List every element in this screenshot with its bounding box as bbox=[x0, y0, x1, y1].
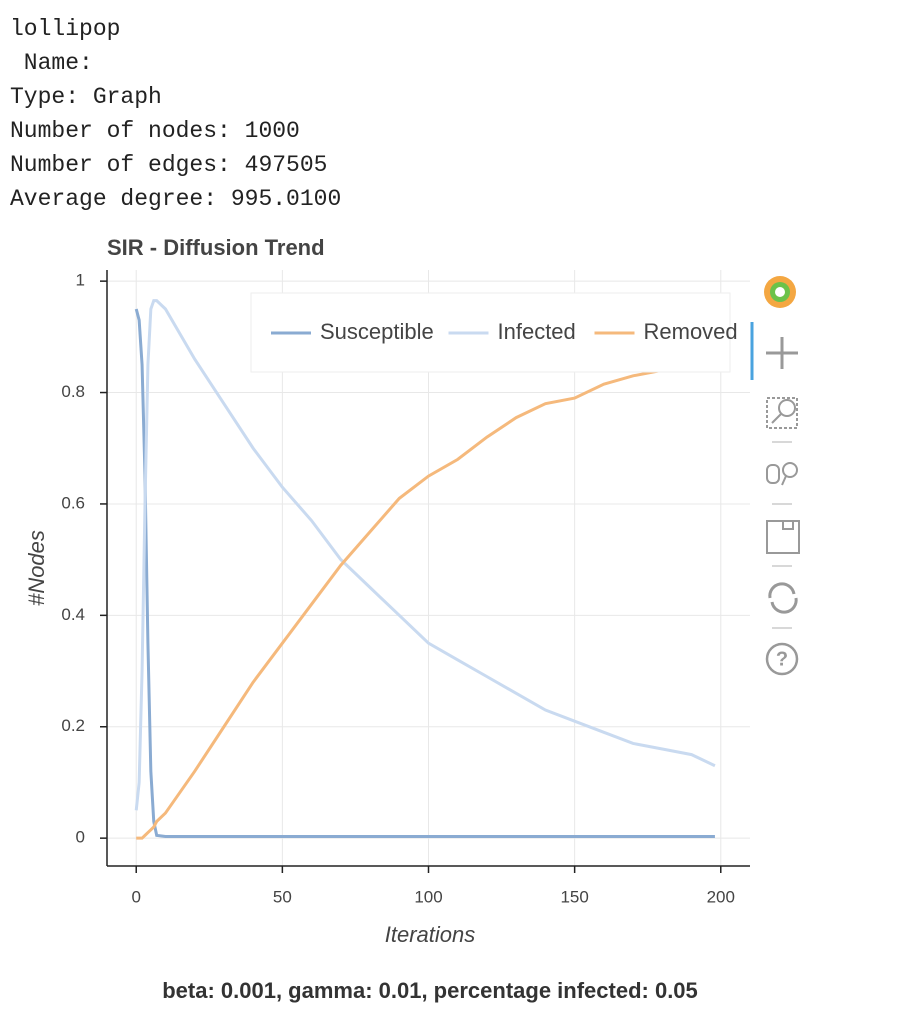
x-tick-label: 150 bbox=[560, 887, 588, 906]
series-line bbox=[136, 352, 716, 840]
graph-info: lollipop Name: Type: Graph Number of nodes… bbox=[10, 12, 341, 216]
y-tick-label: 1 bbox=[76, 271, 85, 290]
x-tick-label: 200 bbox=[707, 887, 735, 906]
legend-label: Infected bbox=[498, 319, 576, 344]
help-tool[interactable]: ? bbox=[765, 642, 799, 676]
wheel-zoom-tool[interactable] bbox=[766, 462, 798, 486]
zoom-tool[interactable] bbox=[766, 397, 798, 429]
series-line bbox=[134, 308, 715, 838]
info-line: Name: bbox=[10, 50, 93, 76]
toolbar: ? bbox=[750, 276, 800, 676]
y-tick-label: 0.8 bbox=[61, 382, 85, 401]
save-tool[interactable] bbox=[766, 520, 800, 554]
legend-box bbox=[250, 292, 731, 373]
info-line: Type: Graph bbox=[10, 84, 162, 110]
legend: Susceptible Infected Removed bbox=[250, 292, 738, 373]
x-tick-label: 50 bbox=[273, 887, 292, 906]
legend-label: Susceptible bbox=[320, 319, 434, 344]
info-line: Average degree: 995.0100 bbox=[10, 186, 342, 212]
pan-tool[interactable] bbox=[766, 337, 798, 369]
chart-title: SIR - Diffusion Trend bbox=[107, 235, 325, 260]
y-tick-label: 0 bbox=[76, 828, 85, 847]
svg-text:?: ? bbox=[776, 648, 788, 670]
info-line: lollipop bbox=[10, 16, 121, 42]
y-tick-label: 0.2 bbox=[61, 716, 85, 735]
x-tick-label: 100 bbox=[414, 887, 442, 906]
info-line: Number of edges: 497505 bbox=[10, 152, 328, 178]
reset-tool[interactable] bbox=[768, 582, 798, 614]
x-axis-label: Iterations bbox=[385, 922, 476, 947]
y-axis-label: #Nodes bbox=[24, 530, 49, 606]
info-line: Number of nodes: 1000 bbox=[10, 118, 300, 144]
series-line bbox=[134, 299, 716, 811]
bokeh-logo[interactable] bbox=[764, 276, 796, 308]
x-tick-label: 0 bbox=[131, 887, 140, 906]
y-tick-label: 0.4 bbox=[61, 605, 85, 624]
chart-subtitle: beta: 0.001, gamma: 0.01, percentage inf… bbox=[162, 978, 698, 1003]
legend-label: Removed bbox=[644, 319, 738, 344]
y-tick-label: 0.6 bbox=[61, 493, 85, 512]
